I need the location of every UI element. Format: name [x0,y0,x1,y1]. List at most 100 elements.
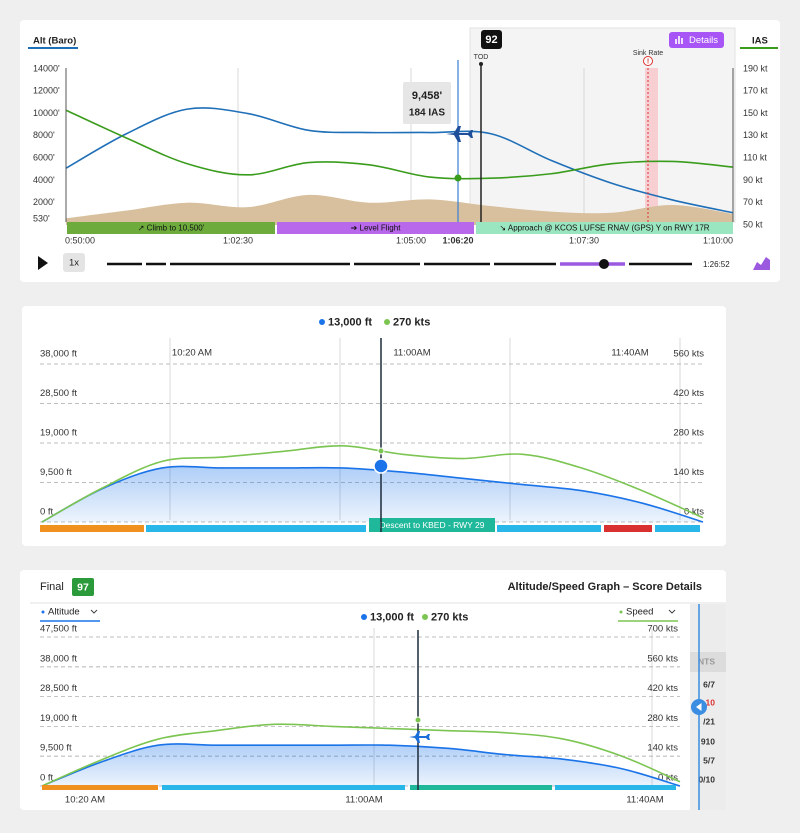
sidebar-score: 5/7 [703,755,715,765]
phase-segment [146,525,366,532]
dropdown-label: Speed [626,607,653,618]
sidebar-score: NTS [698,656,715,666]
phase-segment [277,222,474,234]
sink-rate-band [645,68,658,222]
sidebar-score: /21 [703,716,715,726]
tick-label: 170 kt [743,86,768,96]
tick-label: 10000' [33,108,60,118]
tick-label: 19,000 ft [40,713,77,724]
tick-label: 0 ft [40,507,54,518]
phase-label: ↘ Approach @ KCOS LUFSE RNAV (GPS) Y on … [499,224,709,233]
legend-speed: 270 kts [393,316,430,328]
plot: 47,500 ft 38,000 ft 28,500 ft 19,000 ft 9,50… [40,624,681,806]
tick-label: 6000' [33,153,55,163]
button-bg [63,253,85,272]
speed-dropdown[interactable]: Speed [618,607,678,622]
tick-label: 700 kts [647,624,678,635]
tick-label: 70 kt [743,197,763,207]
tick-label: 19,000 ft [40,428,77,439]
phase-segment [497,525,601,532]
phase-label: Descent to KBED - RWY 29 [379,520,484,530]
phase-segment [476,222,733,234]
cursor-dot [377,447,385,455]
time-label: 10:20 AM [65,795,105,806]
speed-button[interactable]: 1x [63,253,85,272]
sidebar-scores: NTS 6/7 10/21 910 5/7 0/10 [698,656,715,784]
bullet [41,610,45,614]
axis-label: IAS [752,36,768,47]
time-label: 0:50:00 [65,235,95,245]
tick-label: 140 kts [673,467,704,478]
cursor-dot [373,458,389,474]
scrub-handle [599,259,609,269]
tick-label: 190 kt [743,63,768,73]
tick-label: 530' [33,213,50,223]
phase-segment [555,785,676,790]
time-label: 1:02:30 [223,235,253,245]
tick-label: 280 kts [673,428,704,439]
cursor-dot [454,174,462,182]
tick-label: 50 kt [743,219,763,229]
airplane-icon [409,731,430,743]
legend-dot [361,614,367,620]
tick-label: 47,500 ft [40,624,77,635]
tick-label: 560 kts [647,653,678,664]
line [41,723,681,787]
score-badge [481,30,502,49]
tick-label: 38,000 ft [40,349,77,360]
plot: 14000' 12000' 10000' 8000' 6000' 4000' 2000' 53… [33,63,768,245]
icon [675,36,683,44]
phase-segment [67,222,275,234]
cursor-dot [414,716,422,724]
phase-segment [655,525,700,532]
line [65,107,734,214]
button-label: Details [689,35,718,46]
chevron [668,609,676,614]
tick-label: 8000' [33,130,55,140]
axis-label: Alt (Baro) [33,36,76,47]
line [41,743,681,787]
tick-label: 2000' [33,197,55,207]
toggle-arrow [696,703,702,711]
time-label: 1:10:00 [703,235,733,245]
phase-segment [604,525,652,532]
score-badge [72,578,94,596]
tick-label: 9,500 ft [40,467,72,478]
tick-label: 38,000 ft [40,653,77,664]
legend-dot [319,319,325,325]
terrain-area [66,194,733,225]
tod-label: TOD [474,54,489,61]
phase-segment [410,785,552,790]
sidebar-toggle[interactable] [691,699,707,715]
tod-dot [479,62,483,66]
time-label: 1:05:00 [396,235,426,245]
scrubber[interactable] [107,259,692,269]
time-label: 1:07:30 [569,235,599,245]
tick-label: 4000' [33,175,55,185]
speed-label: 1x [69,258,79,269]
play-button[interactable] [38,256,48,270]
time-label: 11:40AM [611,348,648,359]
title: Altitude/Speed Graph – Score Details [508,581,702,593]
phase-segment [42,785,158,790]
score: 97 [77,581,89,593]
line [65,109,734,180]
tick-label: 140 kts [647,743,678,754]
score: 92 [485,34,497,46]
sidebar-score: 910 [701,736,715,746]
sink-rate-label: Sink Rate [633,50,663,57]
altitude-dropdown[interactable]: Altitude [40,607,100,622]
details-button[interactable]: Details [669,32,724,48]
shaded-region [469,27,736,223]
chart-icon[interactable] [753,257,770,270]
tick-label: 14000' [33,63,60,73]
time-label: 1:06:20 [442,235,473,245]
header: Final [40,581,64,593]
legend-altitude: 13,000 ft [328,316,372,328]
area [42,743,680,786]
phase-label: ↗ Climb to 10,500' [138,224,205,233]
warning-icon [643,56,653,66]
phase-segment [162,785,405,790]
